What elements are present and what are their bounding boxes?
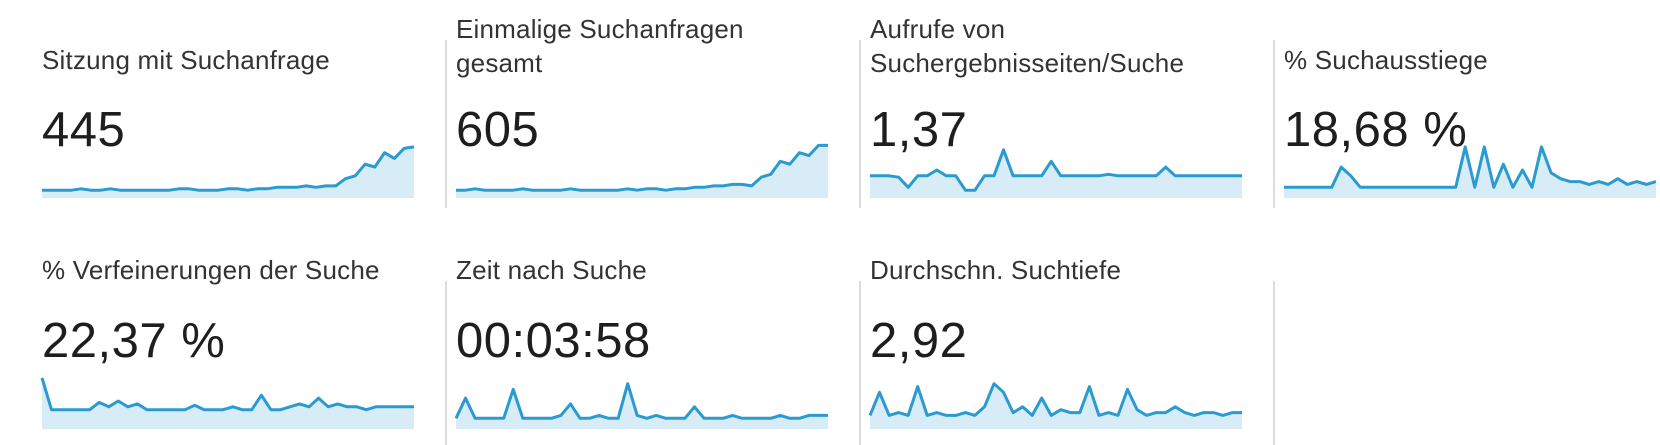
sparkline-line <box>40 377 414 412</box>
sparkline-area <box>870 149 1242 198</box>
sparkline-line <box>454 382 828 420</box>
metric-value: 22,37 % <box>42 314 226 368</box>
sparkline-line <box>868 382 1242 417</box>
sparkline <box>868 371 1242 429</box>
metric-value: 605 <box>456 103 540 157</box>
sparkline-svg <box>868 382 1242 429</box>
metric-label: % Verfeinerungen der Suche <box>42 255 380 285</box>
sparkline-line <box>42 145 415 192</box>
metric-label: Einmalige Suchanfragen gesamt <box>456 14 744 78</box>
sparkline <box>870 140 1242 198</box>
metric-card-zeit-nach-suche[interactable]: Zeit nach Suche 00:03:58 <box>445 253 868 445</box>
sparkline <box>456 140 828 198</box>
metric-card-sitzung-mit-suchanfrage[interactable]: Sitzung mit Suchanfrage 445 <box>42 12 454 222</box>
metric-label: Zeit nach Suche <box>456 255 647 285</box>
sparkline-line <box>456 143 828 192</box>
sparkline-svg <box>870 148 1242 198</box>
metric-card-einmalige-suchanfragen[interactable]: Einmalige Suchanfragen gesamt 605 <box>445 12 868 222</box>
metric-value: 445 <box>42 103 126 157</box>
metric-card-verfeinerungen[interactable]: % Verfeinerungen der Suche 22,37 % <box>40 253 454 445</box>
metric-label: Aufrufe von Suchergebnisseiten/Suche <box>870 14 1185 78</box>
metric-value: 2,92 <box>870 314 968 368</box>
sparkline-svg <box>40 377 414 429</box>
metric-card-suchtiefe[interactable]: Durchschn. Suchtiefe 2,92 <box>859 253 1282 445</box>
sparkline-area <box>42 377 414 429</box>
sparkline-area <box>870 383 1242 429</box>
sparkline <box>42 140 415 198</box>
sparkline-line <box>870 148 1242 192</box>
sparkline-line <box>1284 145 1657 189</box>
sparkline-svg <box>456 143 828 198</box>
metric-label: Sitzung mit Suchanfrage <box>42 45 330 75</box>
sparkline <box>454 371 828 429</box>
metric-card-suchausstiege[interactable]: % Suchausstiege 18,68 % <box>1273 12 1660 222</box>
metric-value: 18,68 % <box>1284 103 1468 157</box>
sparkline-svg <box>42 145 415 198</box>
sparkline-area <box>42 146 414 198</box>
metric-value: 00:03:58 <box>456 314 651 368</box>
sparkline-svg <box>454 382 828 429</box>
metric-label: Durchschn. Suchtiefe <box>870 255 1122 285</box>
metric-label: % Suchausstiege <box>1284 45 1488 75</box>
metric-card-empty <box>1273 253 1660 445</box>
metric-value: 1,37 <box>870 103 968 157</box>
sparkline <box>1284 140 1657 198</box>
metric-card-aufrufe-suchergebnisseiten[interactable]: Aufrufe von Suchergebnisseiten/Suche 1,3… <box>859 12 1282 222</box>
sparkline-svg <box>1284 145 1657 198</box>
sparkline <box>40 371 414 429</box>
